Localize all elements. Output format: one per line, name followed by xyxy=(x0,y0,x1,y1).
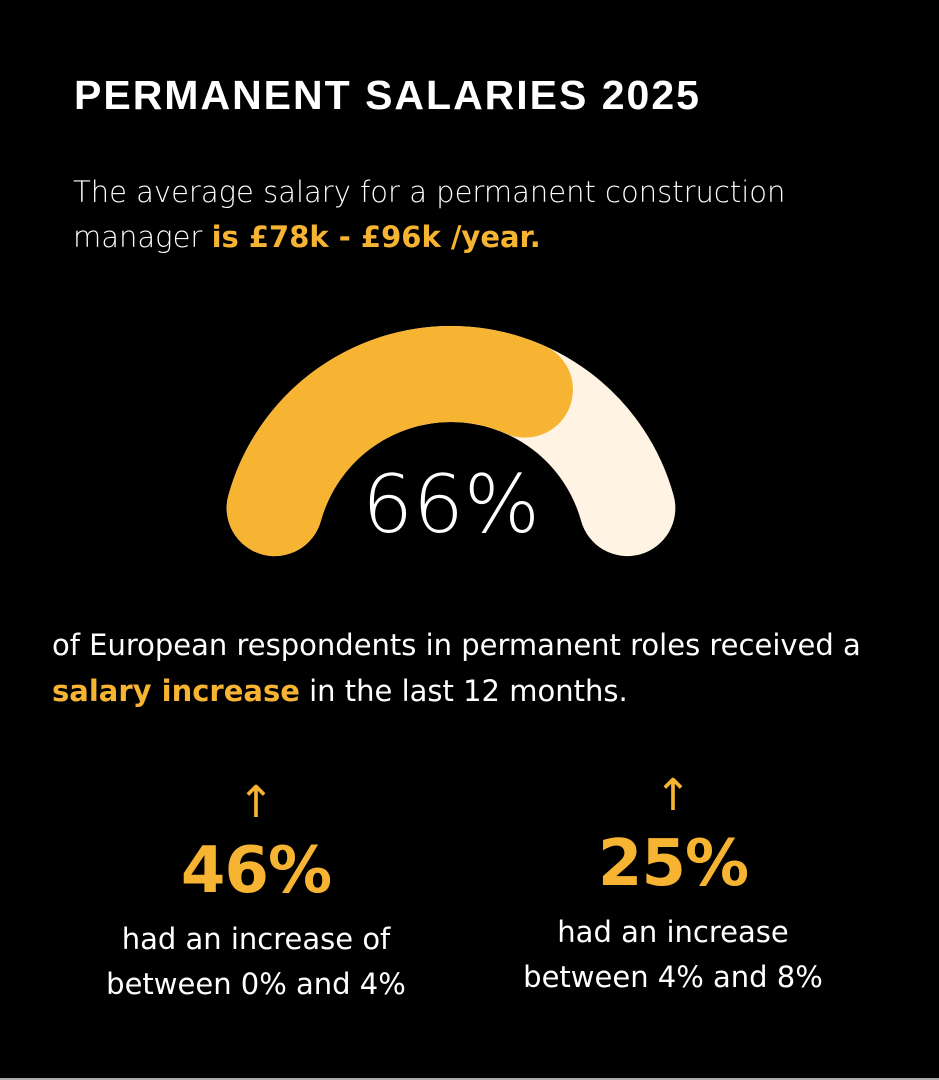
arrow-up-icon: ↑ xyxy=(654,770,692,821)
gauge-fill xyxy=(226,326,573,557)
intro-text: The average salary for a permanent const… xyxy=(73,170,893,260)
page-title: PERMANENT SALARIES 2025 xyxy=(74,72,701,118)
desc-highlight: salary increase xyxy=(52,674,300,708)
salary-range-highlight: is £78k - £96k /year. xyxy=(211,220,541,254)
stat-value: 46% xyxy=(180,834,332,908)
stat-line1: had an increase of xyxy=(121,922,391,956)
description-text: of European respondents in permanent rol… xyxy=(52,622,912,714)
stat-line2: between 0% and 4% xyxy=(106,967,406,1001)
desc-post: in the last 12 months. xyxy=(299,674,628,708)
gauge-chart: 66% xyxy=(226,326,676,557)
stat-value: 25% xyxy=(597,827,749,901)
gauge-value-label: 66% xyxy=(362,458,540,551)
stat-line1: had an increase xyxy=(557,915,789,949)
stat-card: ↑ 25% had an increase between 4% and 8% xyxy=(483,768,863,1000)
desc-pre: of European respondents in permanent rol… xyxy=(52,628,861,662)
arrow-up-icon: ↑ xyxy=(237,777,275,828)
stat-card: ↑ 46% had an increase of between 0% and 4… xyxy=(66,775,446,1007)
intro-plain: The average salary for a permanent const… xyxy=(73,175,786,254)
bottom-divider xyxy=(0,1078,939,1080)
stat-line2: between 4% and 8% xyxy=(523,960,823,994)
